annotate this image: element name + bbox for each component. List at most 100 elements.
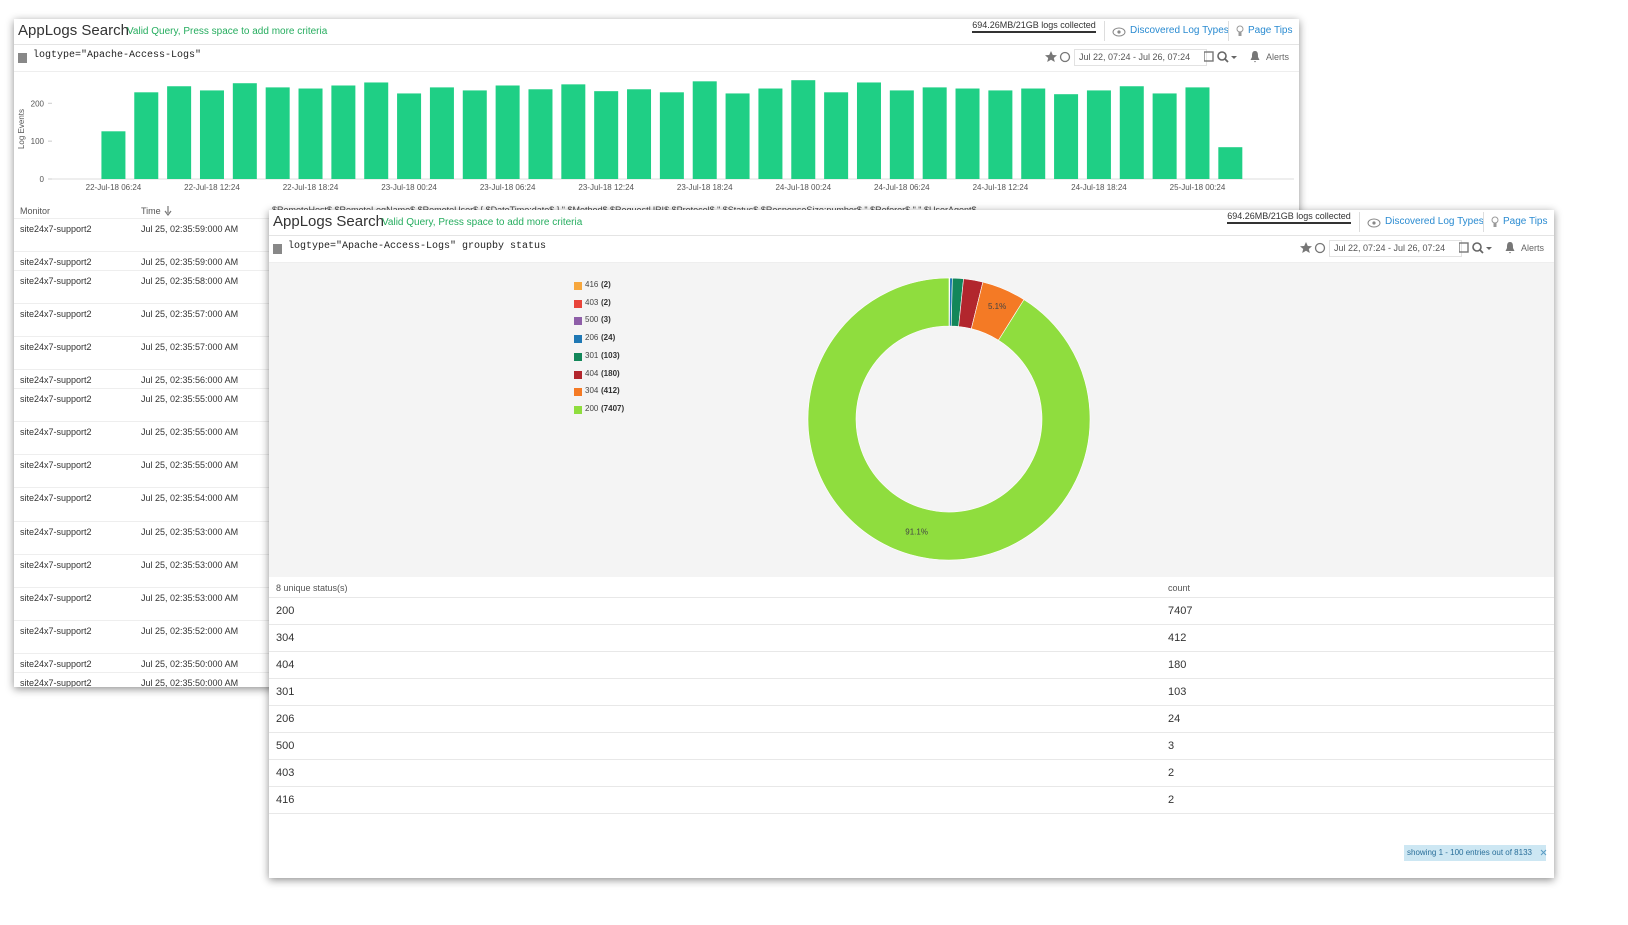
bar: [1185, 87, 1210, 179]
bar: [889, 90, 914, 179]
legend-swatch: [574, 282, 582, 290]
alerts-link[interactable]: Alerts: [1521, 243, 1545, 253]
status-cell: 304: [276, 632, 295, 644]
storage-usage: 694.26MB/21GB logs collected: [972, 20, 1096, 33]
x-tick-label: 23-Jul-18 18:24: [677, 183, 733, 192]
legend-label[interactable]: 416: [585, 280, 599, 289]
x-tick-label: 24-Jul-18 18:24: [1071, 183, 1127, 192]
bar: [462, 90, 487, 179]
page-title: AppLogs Search: [273, 213, 384, 230]
date-range-picker[interactable]: Jul 22, 07:24 - Jul 26, 07:24: [1329, 240, 1462, 257]
eye-icon: [1117, 30, 1121, 34]
bulb-icon: [1238, 32, 1242, 36]
row-border: [269, 651, 1554, 652]
search-icon: [1217, 51, 1227, 61]
monitor-cell: site24x7-support2: [20, 460, 92, 470]
page-tips-link[interactable]: Page Tips: [1248, 25, 1293, 36]
count-cell: 103: [1168, 686, 1187, 698]
status-cell: 404: [276, 659, 295, 671]
monitor-cell: site24x7-support2: [20, 427, 92, 437]
legend-label[interactable]: 206: [585, 333, 599, 343]
bar: [1119, 86, 1144, 179]
status-cell: 200: [276, 605, 295, 617]
date-range-picker[interactable]: Jul 22, 07:24 - Jul 26, 07:24: [1074, 49, 1207, 66]
query-input[interactable]: logtype="Apache-Access-Logs": [33, 50, 202, 61]
icon: [1204, 51, 1237, 63]
bar: [659, 92, 684, 179]
icon: [164, 206, 172, 216]
legend-label[interactable]: 500: [585, 315, 599, 325]
bar: [791, 80, 816, 179]
icon: [1540, 849, 1547, 856]
legend-swatch: [574, 335, 582, 344]
count-cell: 412: [1168, 632, 1187, 644]
bar: [758, 88, 783, 179]
row-border: [269, 678, 1554, 679]
row-border: [269, 705, 1554, 706]
status-cell: 403: [276, 767, 295, 779]
count-cell: 3: [1168, 740, 1175, 752]
legend-count: (7407): [601, 403, 625, 413]
bar: [199, 90, 224, 179]
query-input[interactable]: logtype="Apache-Access-Logs" groupby sta…: [288, 241, 547, 252]
legend-swatch: [574, 405, 582, 414]
query-status: Valid Query, Press space to add more cri…: [382, 217, 583, 228]
dropdown-icon: [1231, 56, 1237, 59]
time-cell: Jul 25, 02:35:53:000 AM: [141, 527, 239, 537]
x-tick-label: 24-Jul-18 00:24: [775, 183, 831, 192]
eye-icon: [1112, 27, 1126, 37]
bar: [955, 88, 980, 179]
query-icon: [273, 244, 282, 254]
page-title: AppLogs Search: [18, 22, 129, 39]
icon: [1367, 218, 1381, 228]
x-tick-label: 24-Jul-18 06:24: [874, 183, 930, 192]
legend-label[interactable]: 200: [585, 403, 599, 413]
slice-label: 91.1%: [905, 527, 928, 536]
bar: [528, 89, 553, 179]
alerts-link[interactable]: Alerts: [1266, 52, 1290, 62]
count-cell: 24: [1168, 713, 1181, 725]
eye-icon: [1372, 221, 1376, 225]
storage-usage: 694.26MB/21GB logs collected: [1227, 211, 1351, 224]
y-tick-label: 200: [31, 99, 45, 108]
bar: [265, 87, 290, 179]
time-cell: Jul 25, 02:35:57:000 AM: [141, 309, 239, 319]
bar: [331, 85, 356, 179]
bar: [594, 91, 619, 179]
dropdown-icon: [1486, 247, 1492, 250]
discovered-log-types-link[interactable]: Discovered Log Types: [1385, 216, 1484, 227]
count-cell: 7407: [1168, 605, 1193, 617]
monitor-cell: site24x7-support2: [20, 309, 92, 319]
time-cell: Jul 25, 02:35:58:000 AM: [141, 276, 239, 286]
star-icon: [1300, 242, 1312, 253]
time-cell: Jul 25, 02:35:50:000 AM: [141, 659, 239, 669]
icon: [1250, 51, 1260, 63]
monitor-cell: site24x7-support2: [20, 276, 92, 286]
icon: [1459, 242, 1492, 254]
x-tick-label: 23-Jul-18 06:24: [480, 183, 536, 192]
legend-label[interactable]: 301: [585, 350, 599, 360]
icon: [273, 244, 282, 254]
bar: [988, 90, 1013, 179]
bar: [232, 83, 257, 179]
x-tick-label: 22-Jul-18 06:24: [86, 183, 142, 192]
legend-label[interactable]: 404: [585, 368, 599, 378]
monitor-cell: site24x7-support2: [20, 659, 92, 669]
legend-label[interactable]: 403: [585, 297, 599, 307]
search-icon: [1224, 58, 1229, 63]
discovered-log-types-link[interactable]: Discovered Log Types: [1130, 25, 1229, 36]
column-header[interactable]: Time: [141, 206, 161, 216]
sort-icon: [164, 206, 172, 216]
y-axis-title: Log Events: [17, 109, 26, 149]
y-tick-label: 100: [31, 137, 45, 146]
bar: [692, 81, 717, 179]
row-border: [269, 813, 1554, 814]
monitor-cell: site24x7-support2: [20, 224, 92, 234]
time-cell: Jul 25, 02:35:54:000 AM: [141, 493, 239, 503]
legend-label[interactable]: 304: [585, 386, 599, 396]
legend-swatch: [574, 370, 582, 379]
page-tips-link[interactable]: Page Tips: [1503, 216, 1548, 227]
legend-swatch: [574, 317, 582, 326]
bar: [101, 131, 126, 179]
bar: [922, 87, 947, 179]
